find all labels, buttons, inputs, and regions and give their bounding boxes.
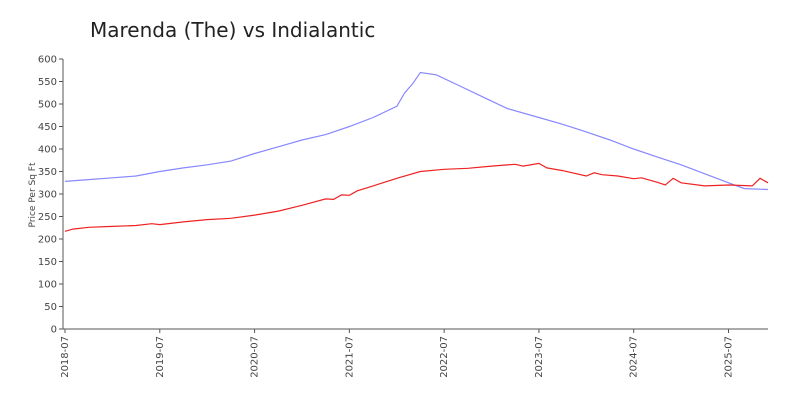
y-axis-label: Price Per Sq Ft xyxy=(28,162,38,227)
y-tick-label: 350 xyxy=(38,167,57,178)
series-line-2 xyxy=(64,162,769,232)
y-tick-label: 250 xyxy=(38,212,57,223)
y-tick-label: 500 xyxy=(38,100,57,111)
chart-title: Marenda (The) vs Indialantic xyxy=(90,18,376,42)
x-tick-label: 2022-07 xyxy=(439,336,450,378)
series-layer xyxy=(64,71,769,232)
x-tick-label: 2020-07 xyxy=(250,336,261,378)
series-line-1 xyxy=(64,71,769,191)
y-tick-label: 450 xyxy=(38,122,57,133)
y-tick-label: 50 xyxy=(44,302,57,313)
chart-axes: 0 50 100 150 200 250 300 350 400 450 500 550 600 2018… xyxy=(38,55,768,378)
y-tick-label: 200 xyxy=(38,235,57,246)
y-tick-label: 400 xyxy=(38,145,57,156)
x-tick-label: 2018-07 xyxy=(60,336,71,378)
y-tick-label: 100 xyxy=(38,280,57,291)
y-tick-label: 150 xyxy=(38,257,57,268)
y-tick-label: 600 xyxy=(38,55,57,66)
x-tick-label: 2021-07 xyxy=(344,336,355,378)
x-tick-label: 2019-07 xyxy=(155,336,166,378)
x-tick-label: 2024-07 xyxy=(629,336,640,378)
x-tick-label: 2025-07 xyxy=(724,336,735,378)
x-tick-label: 2023-07 xyxy=(534,336,545,378)
y-tick-label: 0 xyxy=(51,325,57,336)
y-tick-label: 550 xyxy=(38,77,57,88)
y-tick-label: 300 xyxy=(38,190,57,201)
